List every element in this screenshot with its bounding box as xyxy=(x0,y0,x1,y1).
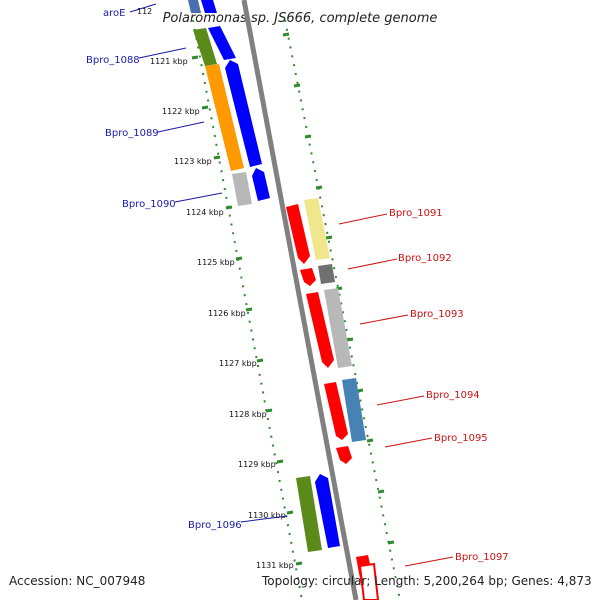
gene-label-bpro-1097[interactable]: Bpro_1097 xyxy=(455,552,509,563)
gene-label-bpro-1091[interactable]: Bpro_1091 xyxy=(389,208,443,219)
tick-label: 1129 kbp xyxy=(238,460,276,469)
gene-band-bpro-1090[interactable] xyxy=(232,172,252,206)
gene-label-bpro-1093[interactable]: Bpro_1093 xyxy=(410,309,464,320)
genome-backbone xyxy=(241,0,359,600)
map-title: Polaromonas sp. JS666, complete genome xyxy=(163,11,438,26)
arrow-bpro-1093[interactable] xyxy=(306,292,334,368)
tick-label: 1124 kbp xyxy=(186,208,224,217)
tick-label: 1121 kbp xyxy=(150,57,188,66)
tick-label: 1125 kbp xyxy=(197,258,235,267)
tick-label: 1123 kbp xyxy=(174,157,212,166)
gene-band-aroE[interactable] xyxy=(188,0,201,13)
tick-label: 1130 kbp xyxy=(248,511,286,520)
arrow-aroE[interactable] xyxy=(201,0,217,13)
gene-label-aroE[interactable]: aroE xyxy=(103,8,125,19)
gene-label-bpro-1092[interactable]: Bpro_1092 xyxy=(398,253,452,264)
gene-label-bpro-1095[interactable]: Bpro_1095 xyxy=(434,433,488,444)
left-gene-bands xyxy=(188,0,322,552)
gene-band-bpro-1089[interactable] xyxy=(205,64,244,171)
gene-band-bpro-1088[interactable] xyxy=(193,28,217,66)
tick-label-partial: 112 xyxy=(137,7,152,16)
gene-band-bpro-1093[interactable] xyxy=(324,288,352,368)
gene-label-bpro-1096[interactable]: Bpro_1096 xyxy=(188,520,242,531)
gene-band-bpro-1092[interactable] xyxy=(318,264,335,284)
tick-label: 1131 kbp xyxy=(256,561,294,570)
gene-band-bpro-1091[interactable] xyxy=(304,198,330,260)
arrow-bpro-1094[interactable] xyxy=(324,382,348,440)
tick-label: 1127 kbp xyxy=(219,359,257,368)
arrow-bpro-1092[interactable] xyxy=(300,268,316,286)
tick-labels: 112 1121 kbp 1122 kbp 1123 kbp 1124 kbp … xyxy=(137,7,294,570)
gene-band-bpro-1094[interactable] xyxy=(342,378,366,442)
arrow-bpro-1088[interactable] xyxy=(208,26,236,60)
gene-label-bpro-1088[interactable]: Bpro_1088 xyxy=(86,55,140,66)
arrow-bpro-1090[interactable] xyxy=(252,168,270,201)
arrow-bpro-1096[interactable] xyxy=(315,474,340,548)
topology-text: Topology: circular; Length: 5,200,264 bp… xyxy=(262,574,592,588)
arrow-bpro-1091[interactable] xyxy=(286,204,310,264)
right-gene-bands xyxy=(304,198,380,600)
left-gene-labels: aroE Bpro_1088 Bpro_1089 Bpro_1090 Bpro_… xyxy=(86,8,242,531)
arrow-bpro-1089[interactable] xyxy=(225,60,262,167)
gene-band-bpro-1096[interactable] xyxy=(296,476,322,552)
tick-label: 1122 kbp xyxy=(162,107,200,116)
right-gene-labels: Bpro_1091 Bpro_1092 Bpro_1093 Bpro_1094 … xyxy=(389,208,509,563)
gene-label-bpro-1090[interactable]: Bpro_1090 xyxy=(122,199,176,210)
gene-label-bpro-1089[interactable]: Bpro_1089 xyxy=(105,128,159,139)
arrow-bpro-1095[interactable] xyxy=(336,446,352,464)
forward-strand-arrows xyxy=(201,0,340,548)
left-leader-lines xyxy=(129,3,288,523)
tick-label: 1128 kbp xyxy=(229,410,267,419)
right-leader-lines xyxy=(338,213,454,567)
left-ruler-ticks xyxy=(191,55,303,566)
gene-label-bpro-1094[interactable]: Bpro_1094 xyxy=(426,390,480,401)
tick-label: 1126 kbp xyxy=(208,309,246,318)
gene-band-bpro-1097[interactable] xyxy=(358,562,380,600)
accession-text: Accession: NC_007948 xyxy=(9,574,146,588)
